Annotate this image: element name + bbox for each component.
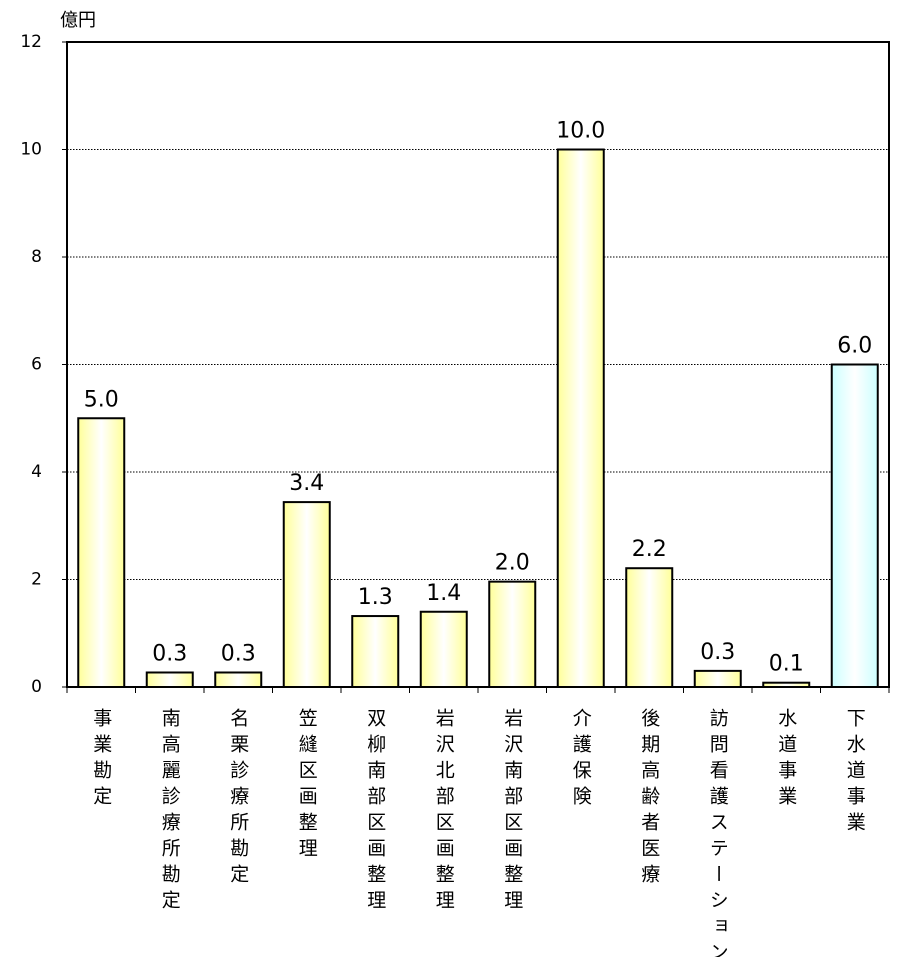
y-axis-unit: 億円: [60, 10, 96, 31]
y-tick-label: 8: [31, 247, 42, 267]
bar: [556, 148, 605, 688]
y-tick-label: 12: [20, 32, 42, 52]
value-label: 0.3: [152, 641, 187, 666]
bar: [625, 567, 674, 689]
value-label: 0.1: [769, 652, 804, 677]
x-tick-label: 下水道事業: [844, 708, 866, 838]
y-tick-label: 10: [20, 140, 42, 160]
value-label: 1.3: [358, 585, 393, 610]
value-label: 0.3: [700, 640, 735, 665]
y-tick-label: 2: [31, 570, 42, 590]
y-tick-label: 6: [31, 355, 42, 375]
x-tick-label: 訪問看護ステーション: [707, 708, 729, 957]
value-label: 0.3: [221, 641, 256, 666]
x-tick-label: 岩沢南部区画整理: [501, 708, 523, 916]
value-label: 2.2: [632, 537, 667, 562]
bar: [77, 417, 126, 688]
y-tick-label: 0: [31, 677, 42, 697]
x-tick-label: 南高麗診療所勘定: [159, 708, 181, 916]
x-tick-label: 水道事業: [775, 708, 797, 812]
y-tick-label: 4: [31, 462, 42, 482]
value-label: 5.0: [84, 387, 119, 412]
bar: [351, 615, 400, 688]
x-tick-label: 双柳南部区画整理: [364, 708, 386, 916]
bar: [762, 681, 811, 689]
x-tick-label: 介護保険: [570, 708, 592, 812]
bar: [214, 671, 263, 688]
x-tick-label: 笠縫区画整理: [296, 708, 318, 864]
bar: [488, 580, 537, 689]
x-tick-label: 名栗診療所勘定: [227, 708, 249, 890]
x-tick-label: 事業勘定: [90, 708, 112, 812]
bar: [145, 671, 194, 688]
value-label: 3.4: [289, 471, 324, 496]
x-tick-label: 後期高齢者医療: [638, 708, 660, 890]
bar: [693, 669, 742, 688]
x-tick-label: 岩沢北部区画整理: [433, 708, 455, 916]
bar: [830, 363, 879, 688]
bar: [419, 610, 468, 688]
value-label: 2.0: [495, 551, 530, 576]
value-label: 6.0: [837, 334, 872, 359]
value-label: 1.4: [426, 581, 461, 606]
value-label: 10.0: [556, 119, 605, 144]
bar: [282, 501, 331, 688]
